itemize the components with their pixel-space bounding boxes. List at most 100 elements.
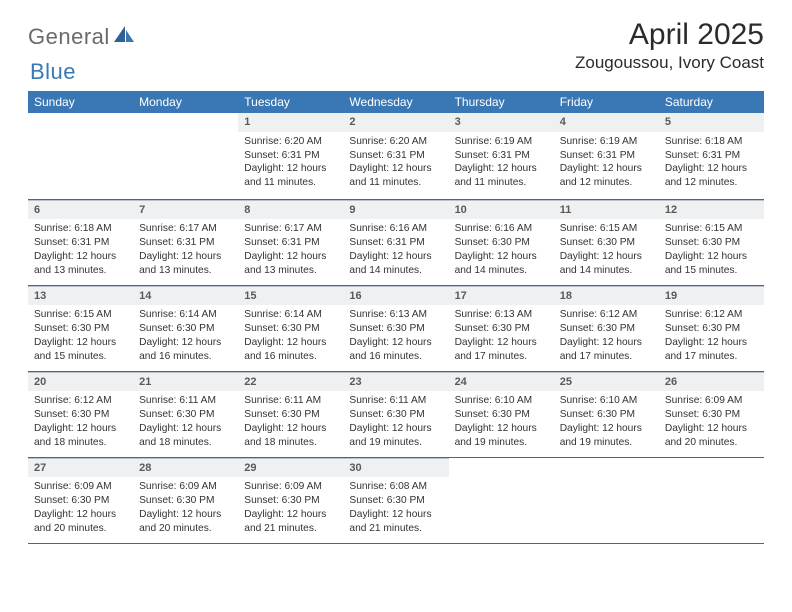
day-line-d1: Daylight: 12 hours — [244, 336, 337, 350]
day-line-d2: and 11 minutes. — [349, 176, 442, 190]
day-line-d2: and 18 minutes. — [139, 436, 232, 450]
day-number: 24 — [449, 372, 554, 392]
day-details: Sunrise: 6:08 AMSunset: 6:30 PMDaylight:… — [343, 477, 448, 539]
day-number: 17 — [449, 286, 554, 306]
day-details: Sunrise: 6:12 AMSunset: 6:30 PMDaylight:… — [659, 305, 764, 367]
day-number: 2 — [343, 113, 448, 132]
day-line-ss: Sunset: 6:30 PM — [560, 236, 653, 250]
calendar-cell: 23Sunrise: 6:11 AMSunset: 6:30 PMDayligh… — [343, 371, 448, 457]
day-line-d2: and 16 minutes. — [139, 350, 232, 364]
calendar-table: SundayMondayTuesdayWednesdayThursdayFrid… — [28, 91, 764, 544]
weekday-header: Saturday — [659, 91, 764, 113]
day-line-sr: Sunrise: 6:19 AM — [560, 135, 653, 149]
day-line-d1: Daylight: 12 hours — [349, 162, 442, 176]
day-line-ss: Sunset: 6:31 PM — [244, 236, 337, 250]
calendar-cell: 24Sunrise: 6:10 AMSunset: 6:30 PMDayligh… — [449, 371, 554, 457]
calendar-week-row: 27Sunrise: 6:09 AMSunset: 6:30 PMDayligh… — [28, 457, 764, 543]
day-line-ss: Sunset: 6:30 PM — [349, 408, 442, 422]
location-subtitle: Zougoussou, Ivory Coast — [575, 53, 764, 73]
day-line-sr: Sunrise: 6:18 AM — [34, 222, 127, 236]
day-line-ss: Sunset: 6:30 PM — [560, 408, 653, 422]
sail-icon — [114, 26, 134, 49]
day-line-d2: and 11 minutes. — [244, 176, 337, 190]
day-details: Sunrise: 6:13 AMSunset: 6:30 PMDaylight:… — [449, 305, 554, 367]
calendar-cell: 17Sunrise: 6:13 AMSunset: 6:30 PMDayligh… — [449, 285, 554, 371]
day-number: 6 — [28, 200, 133, 220]
day-line-ss: Sunset: 6:31 PM — [665, 149, 758, 163]
calendar-cell — [449, 457, 554, 543]
day-number: 29 — [238, 458, 343, 478]
day-line-d1: Daylight: 12 hours — [349, 422, 442, 436]
day-details: Sunrise: 6:16 AMSunset: 6:30 PMDaylight:… — [449, 219, 554, 281]
day-line-sr: Sunrise: 6:16 AM — [349, 222, 442, 236]
calendar-cell — [28, 113, 133, 199]
day-line-d2: and 13 minutes. — [244, 264, 337, 278]
day-number: 16 — [343, 286, 448, 306]
day-number: 4 — [554, 113, 659, 132]
day-number: 25 — [554, 372, 659, 392]
day-details: Sunrise: 6:15 AMSunset: 6:30 PMDaylight:… — [659, 219, 764, 281]
day-line-sr: Sunrise: 6:20 AM — [349, 135, 442, 149]
day-details: Sunrise: 6:11 AMSunset: 6:30 PMDaylight:… — [133, 391, 238, 453]
day-line-d1: Daylight: 12 hours — [139, 336, 232, 350]
calendar-cell: 19Sunrise: 6:12 AMSunset: 6:30 PMDayligh… — [659, 285, 764, 371]
day-line-d1: Daylight: 12 hours — [455, 336, 548, 350]
day-line-d1: Daylight: 12 hours — [244, 508, 337, 522]
calendar-cell — [133, 113, 238, 199]
day-line-ss: Sunset: 6:30 PM — [665, 236, 758, 250]
calendar-cell: 2Sunrise: 6:20 AMSunset: 6:31 PMDaylight… — [343, 113, 448, 199]
day-line-sr: Sunrise: 6:09 AM — [244, 480, 337, 494]
day-details: Sunrise: 6:19 AMSunset: 6:31 PMDaylight:… — [554, 132, 659, 194]
day-line-ss: Sunset: 6:31 PM — [349, 236, 442, 250]
calendar-cell: 3Sunrise: 6:19 AMSunset: 6:31 PMDaylight… — [449, 113, 554, 199]
day-line-d2: and 21 minutes. — [244, 522, 337, 536]
day-details: Sunrise: 6:14 AMSunset: 6:30 PMDaylight:… — [238, 305, 343, 367]
day-line-sr: Sunrise: 6:14 AM — [139, 308, 232, 322]
calendar-cell — [554, 457, 659, 543]
day-line-ss: Sunset: 6:31 PM — [34, 236, 127, 250]
day-line-ss: Sunset: 6:30 PM — [244, 322, 337, 336]
day-line-d2: and 13 minutes. — [139, 264, 232, 278]
day-line-sr: Sunrise: 6:09 AM — [665, 394, 758, 408]
day-details: Sunrise: 6:15 AMSunset: 6:30 PMDaylight:… — [28, 305, 133, 367]
day-line-d1: Daylight: 12 hours — [560, 336, 653, 350]
day-line-d2: and 13 minutes. — [34, 264, 127, 278]
day-line-ss: Sunset: 6:31 PM — [455, 149, 548, 163]
day-line-d2: and 14 minutes. — [560, 264, 653, 278]
calendar-cell: 22Sunrise: 6:11 AMSunset: 6:30 PMDayligh… — [238, 371, 343, 457]
day-line-ss: Sunset: 6:30 PM — [139, 408, 232, 422]
day-line-ss: Sunset: 6:30 PM — [665, 322, 758, 336]
day-line-sr: Sunrise: 6:11 AM — [349, 394, 442, 408]
logo-word-1: General — [28, 24, 110, 50]
day-line-ss: Sunset: 6:30 PM — [34, 322, 127, 336]
day-details: Sunrise: 6:11 AMSunset: 6:30 PMDaylight:… — [238, 391, 343, 453]
day-line-d2: and 16 minutes. — [349, 350, 442, 364]
calendar-cell: 4Sunrise: 6:19 AMSunset: 6:31 PMDaylight… — [554, 113, 659, 199]
day-line-d1: Daylight: 12 hours — [560, 162, 653, 176]
day-line-d1: Daylight: 12 hours — [455, 422, 548, 436]
day-line-sr: Sunrise: 6:09 AM — [34, 480, 127, 494]
calendar-cell: 14Sunrise: 6:14 AMSunset: 6:30 PMDayligh… — [133, 285, 238, 371]
day-number: 28 — [133, 458, 238, 478]
day-line-d2: and 19 minutes. — [349, 436, 442, 450]
calendar-cell — [659, 457, 764, 543]
weekday-header: Friday — [554, 91, 659, 113]
day-line-sr: Sunrise: 6:20 AM — [244, 135, 337, 149]
day-line-d2: and 19 minutes. — [560, 436, 653, 450]
day-line-d1: Daylight: 12 hours — [560, 250, 653, 264]
day-number: 21 — [133, 372, 238, 392]
day-line-sr: Sunrise: 6:12 AM — [34, 394, 127, 408]
day-number: 26 — [659, 372, 764, 392]
day-line-d1: Daylight: 12 hours — [665, 162, 758, 176]
day-line-sr: Sunrise: 6:15 AM — [665, 222, 758, 236]
day-line-sr: Sunrise: 6:09 AM — [139, 480, 232, 494]
day-line-ss: Sunset: 6:30 PM — [560, 322, 653, 336]
day-number: 27 — [28, 458, 133, 478]
calendar-cell: 8Sunrise: 6:17 AMSunset: 6:31 PMDaylight… — [238, 199, 343, 285]
day-line-d1: Daylight: 12 hours — [34, 250, 127, 264]
day-line-ss: Sunset: 6:30 PM — [455, 408, 548, 422]
day-number: 5 — [659, 113, 764, 132]
calendar-cell: 20Sunrise: 6:12 AMSunset: 6:30 PMDayligh… — [28, 371, 133, 457]
day-line-d2: and 17 minutes. — [665, 350, 758, 364]
calendar-cell: 15Sunrise: 6:14 AMSunset: 6:30 PMDayligh… — [238, 285, 343, 371]
